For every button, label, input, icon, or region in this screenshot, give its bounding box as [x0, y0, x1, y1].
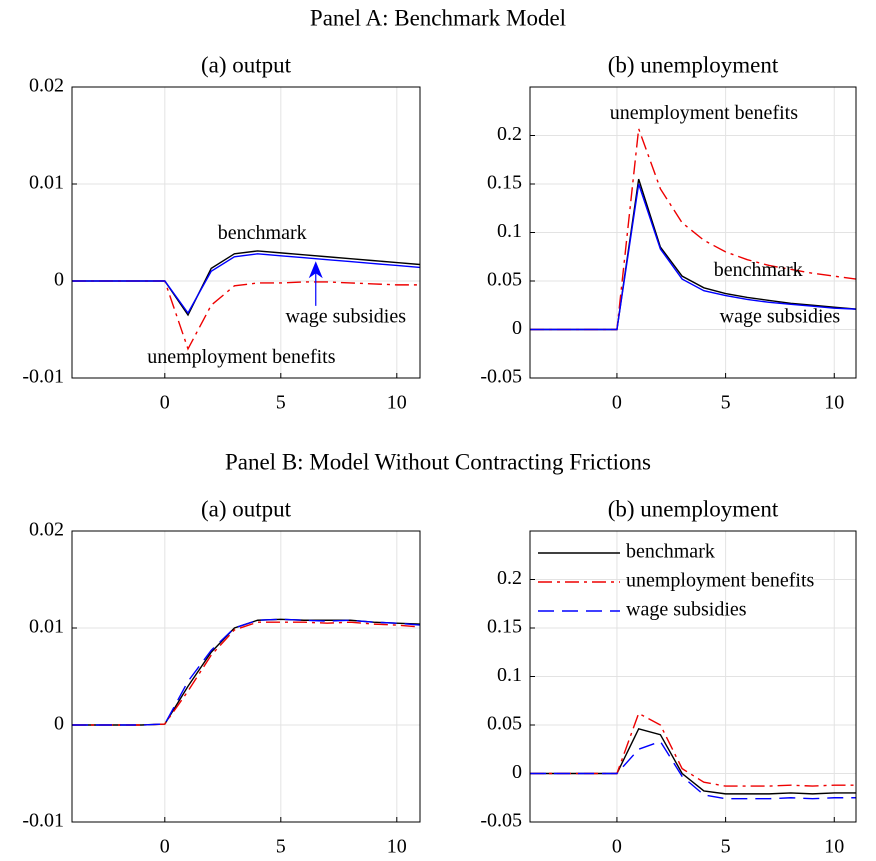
chart-title: (a) output: [201, 52, 292, 77]
x-tick-label: 10: [387, 836, 407, 858]
y-tick-label: 0.05: [487, 269, 522, 291]
y-tick-label: 0.2: [497, 123, 522, 145]
annotation: unemployment benefits: [147, 346, 336, 368]
annotation: benchmark: [714, 259, 803, 281]
x-tick-label: 5: [721, 836, 731, 858]
series-line: [530, 740, 856, 800]
annotation: unemployment benefits: [610, 102, 799, 124]
chart-title: (a) output: [201, 496, 292, 521]
series-line: [530, 183, 856, 331]
y-tick-label: 0.1: [497, 664, 522, 686]
legend-label: benchmark: [626, 541, 715, 563]
axes-frame: [529, 86, 857, 379]
x-tick-label: 5: [276, 836, 286, 858]
y-tick-label: 0.2: [497, 567, 522, 589]
y-tick-label: 0: [54, 269, 64, 291]
y-tick-label: 0.15: [487, 172, 522, 194]
y-tick-label: 0.02: [29, 519, 64, 541]
x-tick-label: 10: [824, 836, 844, 858]
y-tick-label: 0.02: [29, 75, 64, 97]
panel-title: Panel A: Benchmark Model: [310, 5, 566, 30]
x-tick-label: 0: [160, 836, 170, 858]
series-line: [530, 712, 856, 787]
series-line: [72, 621, 420, 726]
annotation: benchmark: [218, 222, 307, 244]
y-tick-label: 0: [512, 317, 522, 339]
series-line: [530, 728, 856, 795]
series-line: [72, 618, 420, 726]
series-line: [72, 618, 420, 726]
chart-title: (b) unemployment: [608, 52, 779, 77]
annotation: wage subsidies: [720, 305, 841, 327]
y-tick-label: 0: [512, 761, 522, 783]
x-tick-label: 0: [612, 836, 622, 858]
axes-frame: [71, 86, 421, 379]
x-tick-label: 0: [612, 392, 622, 414]
y-tick-label: -0.01: [22, 366, 64, 388]
y-tick-label: 0.01: [29, 616, 64, 638]
panel-title: Panel B: Model Without Contracting Frict…: [225, 449, 651, 474]
x-tick-label: 10: [824, 392, 844, 414]
chart-title: (b) unemployment: [608, 496, 779, 521]
series-line: [72, 253, 420, 315]
axes-frame: [71, 530, 421, 823]
y-tick-label: 0.1: [497, 220, 522, 242]
x-tick-label: 10: [387, 392, 407, 414]
y-tick-label: 0.01: [29, 172, 64, 194]
y-tick-label: 0.05: [487, 713, 522, 735]
y-tick-label: -0.05: [480, 810, 522, 832]
x-tick-label: 0: [160, 392, 170, 414]
y-tick-label: -0.01: [22, 810, 64, 832]
arrow-head: [308, 261, 323, 279]
annotation: wage subsidies: [285, 305, 406, 327]
series-line: [530, 128, 856, 331]
y-tick-label: -0.05: [480, 366, 522, 388]
legend-label: wage subsidies: [626, 599, 747, 621]
x-tick-label: 5: [276, 392, 286, 414]
x-tick-label: 5: [721, 392, 731, 414]
y-tick-label: 0.15: [487, 616, 522, 638]
legend-label: unemployment benefits: [626, 570, 815, 592]
y-tick-label: 0: [54, 713, 64, 735]
axes-frame: [529, 530, 857, 823]
